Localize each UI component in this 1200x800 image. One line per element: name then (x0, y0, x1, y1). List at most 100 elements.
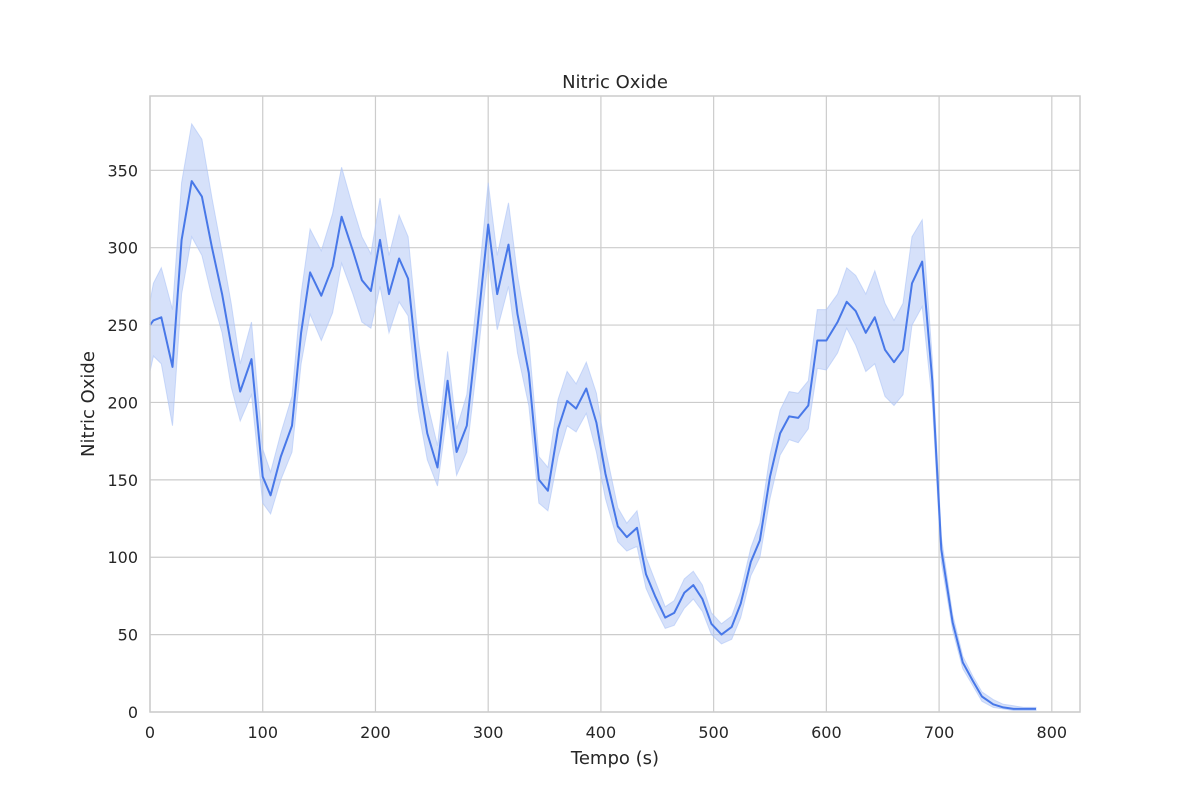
x-tick-label: 500 (698, 723, 729, 742)
data-point (616, 524, 620, 528)
data-point (290, 424, 294, 428)
data-point (269, 493, 273, 497)
data-point (331, 264, 335, 268)
data-point (369, 289, 373, 293)
data-point (1034, 707, 1038, 711)
y-tick-labels: 0 50 100 150 200 250 300 350 (107, 161, 138, 722)
plot-frame (149, 95, 1081, 713)
data-point (340, 215, 344, 219)
data-point (720, 633, 724, 637)
data-point (901, 348, 905, 352)
x-tick-label: 0 (145, 723, 155, 742)
data-point (691, 583, 695, 587)
data-point (159, 315, 163, 319)
y-tick-label: 250 (107, 316, 138, 335)
data-point (663, 616, 667, 620)
data-point (672, 611, 676, 615)
data-point (739, 602, 743, 606)
data-point (883, 348, 887, 352)
data-point (749, 560, 753, 564)
data-point (730, 625, 734, 629)
data-point (873, 315, 877, 319)
data-point (546, 489, 550, 493)
data-point (279, 455, 283, 459)
data-point (507, 243, 511, 247)
data-point (299, 331, 303, 335)
x-tick-label: 200 (360, 723, 391, 742)
data-point (1001, 705, 1005, 709)
data-point (446, 379, 450, 383)
data-point (565, 399, 569, 403)
data-point (556, 427, 560, 431)
series-line (149, 180, 1036, 710)
data-point (308, 270, 312, 274)
data-point (229, 343, 233, 347)
y-tick-label: 50 (118, 626, 138, 645)
data-point (387, 292, 391, 296)
data-point (250, 357, 254, 361)
data-point (220, 292, 224, 296)
data-point (378, 238, 382, 242)
data-point (920, 260, 924, 264)
data-point (991, 702, 995, 706)
y-tick-label: 200 (107, 393, 138, 412)
x-tick-label: 800 (1037, 723, 1068, 742)
data-point (351, 249, 355, 253)
data-point (653, 594, 657, 598)
data-point (980, 695, 984, 699)
data-point (495, 292, 499, 296)
data-point (778, 431, 782, 435)
data-point (416, 376, 420, 380)
data-point (190, 179, 194, 183)
data-point (892, 360, 896, 364)
data-point (527, 371, 531, 375)
data-point (824, 339, 828, 343)
data-point (768, 475, 772, 479)
data-point (406, 277, 410, 281)
x-tick-label: 100 (247, 723, 278, 742)
data-point (930, 379, 934, 383)
data-point (397, 257, 401, 261)
data-point (939, 548, 943, 552)
data-point (971, 679, 975, 683)
data-point (200, 195, 204, 199)
data-point (594, 421, 598, 425)
data-point (584, 387, 588, 391)
confidence-band (149, 122, 1037, 711)
data-point (360, 278, 364, 282)
chart-title: Nitric Oxide (562, 72, 668, 93)
y-axis-label: Nitric Oxide (78, 351, 99, 457)
data-point (1012, 707, 1016, 711)
data-point (682, 591, 686, 595)
data-point (951, 620, 955, 624)
data-point (910, 281, 914, 285)
data-point (787, 414, 791, 418)
y-tick-label: 300 (107, 239, 138, 258)
data-point (516, 312, 520, 316)
data-point (796, 416, 800, 420)
data-point (815, 339, 819, 343)
grid (149, 96, 1080, 713)
data-point (238, 390, 242, 394)
data-point (261, 475, 265, 479)
data-point (709, 622, 713, 626)
data-point (171, 365, 175, 369)
x-axis-label: Tempo (s) (570, 748, 659, 769)
data-point (180, 238, 184, 242)
data-point (836, 320, 840, 324)
y-tick-label: 100 (107, 548, 138, 567)
data-point (475, 331, 479, 335)
data-point (465, 424, 469, 428)
data-point (758, 538, 762, 542)
x-tick-labels: 0 100 200 300 400 500 600 700 800 (145, 723, 1067, 742)
data-point (425, 431, 429, 435)
y-tick-label: 0 (128, 703, 138, 722)
data-point (537, 478, 541, 482)
x-tick-label: 700 (924, 723, 955, 742)
data-point (854, 309, 858, 313)
data-point (603, 472, 607, 476)
data-point (486, 223, 490, 227)
x-tick-label: 400 (586, 723, 617, 742)
data-point (806, 404, 810, 408)
y-tick-label: 150 (107, 471, 138, 490)
